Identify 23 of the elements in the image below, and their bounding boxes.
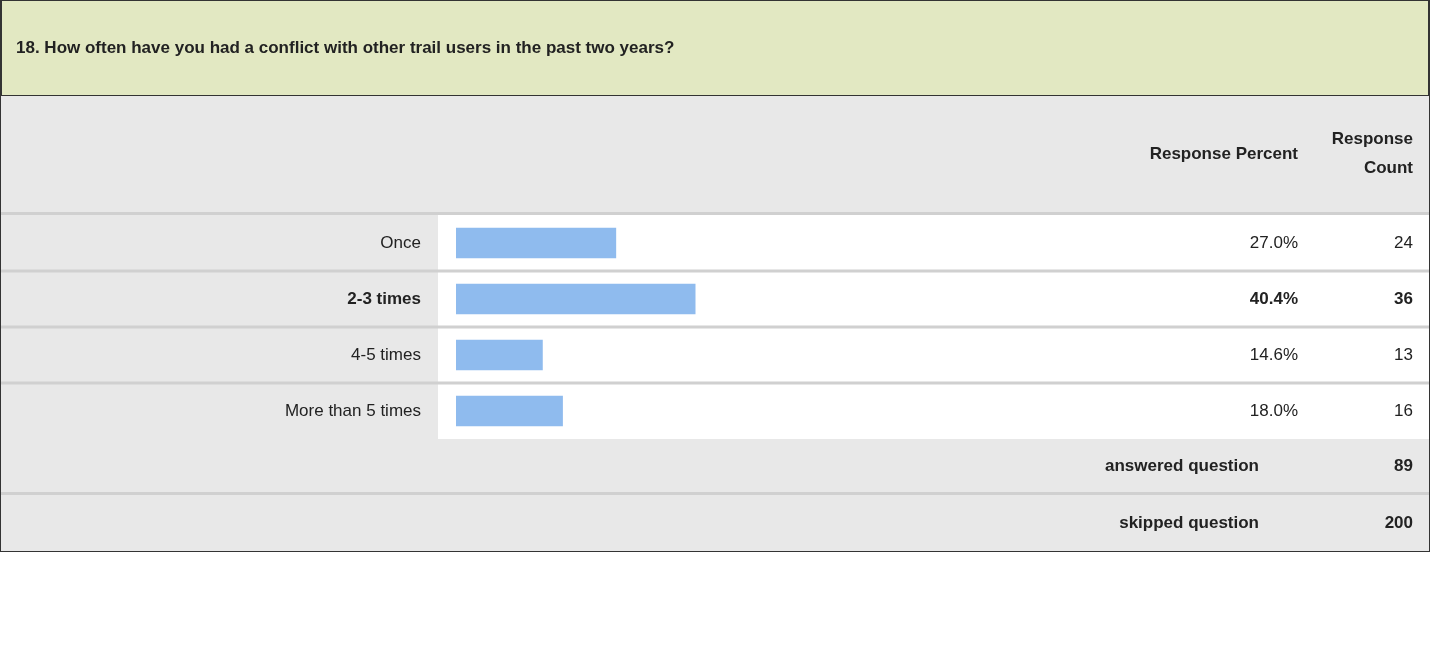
y-tick-label: 4-5 times xyxy=(351,344,421,364)
bar xyxy=(456,339,543,371)
text: 16 xyxy=(1394,400,1413,420)
bar xyxy=(456,227,617,259)
data-label: 18.0% xyxy=(1249,400,1298,420)
text: 200 xyxy=(1383,513,1413,533)
text: 13 xyxy=(1394,344,1413,364)
text: skipped question xyxy=(1118,513,1259,533)
chart-title: 18. How often have you had a conflict with other trail users in the past two years? xyxy=(1,0,1429,96)
bar xyxy=(456,395,563,427)
data-label: 40.4% xyxy=(1249,288,1298,308)
data-label: 27.0% xyxy=(1249,232,1298,252)
data-label: 14.6% xyxy=(1249,344,1298,364)
y-tick-label: More than 5 times xyxy=(284,400,421,420)
y-tick-label: 2-3 times xyxy=(347,288,421,308)
text: 36 xyxy=(1394,288,1413,308)
bar xyxy=(456,283,696,315)
text: answered question xyxy=(1104,455,1259,476)
text: 24 xyxy=(1394,232,1413,252)
y-tick-label: Once xyxy=(380,232,421,252)
text: 89 xyxy=(1393,455,1413,476)
text: Response Count xyxy=(1330,128,1413,179)
text: Response Percent xyxy=(1148,142,1298,165)
